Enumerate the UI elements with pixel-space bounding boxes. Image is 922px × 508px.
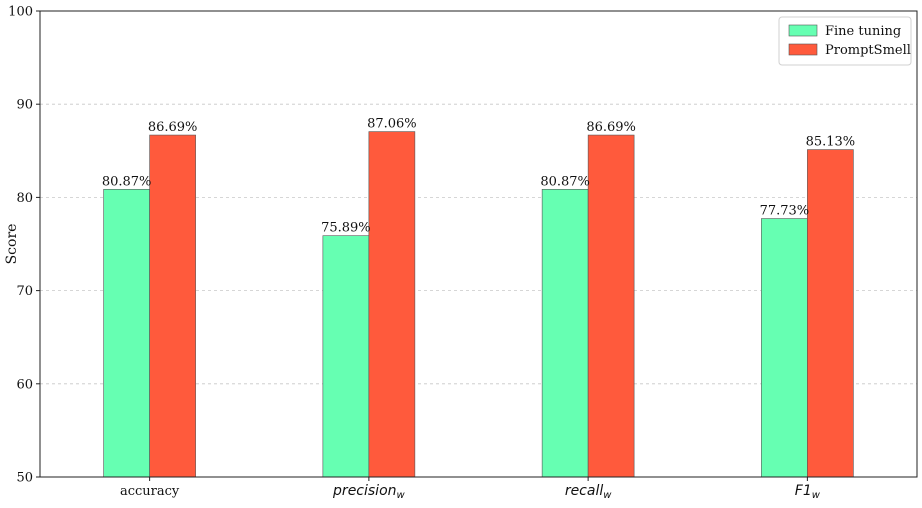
x-tick-label: F1w bbox=[795, 483, 821, 501]
y-tick-label: 100 bbox=[8, 5, 33, 20]
bar-fine-tuning bbox=[541, 188, 589, 478]
x-tick-label: precisionw bbox=[332, 483, 405, 501]
x-tick-label: accuracy bbox=[120, 484, 180, 499]
bar-fine-tuning bbox=[761, 218, 808, 478]
data-labels: 80.87% 86.69% 75.89% 87.06% 80.87% 86.69% 77.7… bbox=[102, 117, 855, 236]
legend: Fine tuning PromptSmell bbox=[778, 16, 912, 66]
data-label: 75.89% bbox=[321, 221, 371, 236]
data-label: 80.87% bbox=[540, 174, 590, 189]
y-tick-label: 80 bbox=[16, 191, 33, 206]
axes bbox=[36, 10, 918, 481]
bar-promptsmell bbox=[587, 134, 635, 478]
data-label: 86.69% bbox=[586, 120, 636, 135]
y-axis-label: Score bbox=[4, 224, 20, 265]
x-tick-label: recallw bbox=[565, 483, 612, 501]
bar-promptsmell bbox=[368, 131, 416, 478]
legend-swatch bbox=[788, 24, 818, 37]
data-label: 86.69% bbox=[148, 120, 198, 135]
y-tick-label: 50 bbox=[16, 471, 33, 486]
y-tick-label: 60 bbox=[16, 377, 33, 392]
y-tick-label: 90 bbox=[16, 98, 33, 113]
plot-frame bbox=[39, 10, 918, 478]
data-label: 77.73% bbox=[760, 204, 810, 219]
bars bbox=[103, 131, 854, 478]
bar-promptsmell bbox=[149, 134, 196, 478]
data-label: 80.87% bbox=[102, 174, 152, 189]
data-label: 87.06% bbox=[367, 117, 417, 132]
bar-fine-tuning bbox=[322, 235, 370, 478]
data-label: 85.13% bbox=[806, 135, 856, 150]
bar-promptsmell bbox=[807, 149, 854, 478]
bar-fine-tuning bbox=[103, 188, 150, 478]
legend-swatch bbox=[788, 43, 818, 56]
legend-label: PromptSmell bbox=[825, 43, 911, 58]
y-tick-label: 70 bbox=[16, 284, 33, 299]
legend-label: Fine tuning bbox=[825, 24, 901, 39]
